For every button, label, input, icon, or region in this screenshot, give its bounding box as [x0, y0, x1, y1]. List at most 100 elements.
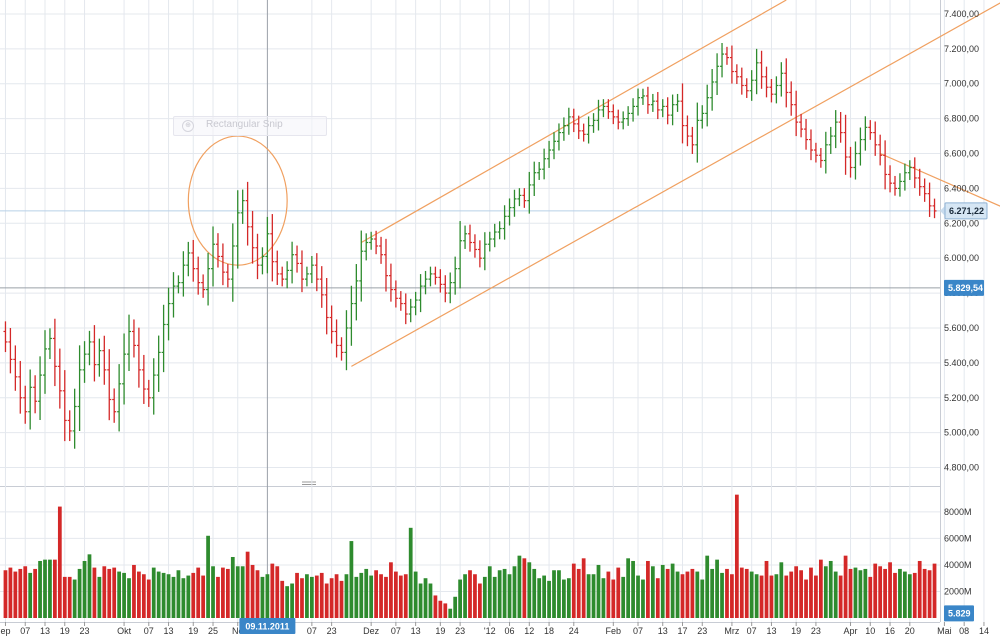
ohlc-bar [398, 291, 403, 311]
ohlc-bar [542, 148, 547, 180]
ohlc-bar [428, 266, 433, 287]
ohlc-bar [403, 293, 408, 325]
volume-bar [28, 572, 33, 618]
volume-bar [206, 535, 210, 618]
volume-bar [591, 574, 596, 618]
volume-bar [848, 568, 853, 618]
x-tick-label: 13 [658, 626, 668, 636]
ohlc-bar [196, 256, 201, 295]
ohlc-bar [453, 256, 458, 295]
volume-bar [932, 563, 937, 618]
volume-bar [517, 555, 522, 618]
volume-bar [675, 571, 680, 618]
ohlc-bar [818, 148, 823, 168]
ohlc-bar [779, 62, 784, 97]
ohlc-bar [611, 104, 616, 125]
ohlc-bar [240, 189, 245, 224]
volume-bar [176, 570, 181, 618]
volume-bar [364, 568, 369, 618]
volume-bar [62, 576, 67, 618]
ohlc-bar [87, 330, 92, 366]
volume-bar [191, 572, 196, 618]
ohlc-bar [749, 70, 754, 101]
ohlc-bar [754, 48, 759, 95]
ohlc-bar [393, 280, 398, 308]
volume-bar [601, 578, 606, 618]
ohlc-bar [774, 76, 779, 104]
x-tick-label: 13 [40, 626, 50, 636]
ohlc-bar [878, 134, 883, 166]
ohlc-bar [82, 341, 87, 383]
ohlc-bar [181, 251, 186, 297]
volume-bar [487, 566, 492, 618]
ohlc-bar [299, 250, 304, 293]
volume-bar [33, 568, 37, 618]
volume-tick-label: 6000M [944, 533, 972, 543]
ohlc-bar [932, 198, 937, 219]
ohlc-bar [848, 146, 853, 178]
ohlc-bar [275, 250, 280, 285]
ohlc-bar [794, 90, 799, 137]
volume-bar [547, 580, 551, 618]
volume-bar [141, 574, 146, 618]
x-tick-label: Dez [363, 626, 380, 636]
ohlc-bar [902, 163, 907, 191]
panel-resize-handle[interactable] [302, 481, 316, 485]
volume-bar [907, 574, 912, 618]
ohlc-bar [729, 45, 734, 84]
ohlc-bar [23, 385, 28, 424]
ohlc-bar [655, 92, 660, 120]
trendline[interactable] [351, 0, 1000, 367]
ohlc-bar [626, 106, 631, 126]
volume-bar [403, 574, 408, 618]
ohlc-bar [710, 68, 715, 111]
ohlc-bar [260, 247, 265, 275]
ohlc-bar [512, 189, 517, 217]
ohlc-bar [507, 198, 512, 226]
ohlc-bar [329, 305, 334, 344]
x-tick-label: 20 [905, 626, 915, 636]
volume-bar [260, 576, 265, 618]
ohlc-bar [720, 43, 725, 78]
ohlc-bar [650, 93, 655, 112]
volume-bar [275, 566, 280, 618]
ohlc-bar [601, 99, 606, 118]
ohlc-bar [769, 79, 774, 103]
ohlc-bar [383, 238, 388, 292]
ohlc-bar [621, 111, 626, 130]
volume-bar [413, 571, 418, 618]
ohlc-bar [868, 120, 873, 140]
volume-bar [522, 558, 527, 618]
ohlc-bar [828, 126, 833, 154]
ohlc-bar [28, 369, 33, 430]
x-tick-label: 19 [188, 626, 198, 636]
volume-bar [927, 570, 932, 618]
x-tick-label: ep [0, 626, 10, 636]
ohlc-bar [556, 123, 561, 151]
ohlc-bar [290, 241, 295, 284]
ohlc-bar [161, 304, 166, 373]
volume-bar [295, 572, 299, 618]
volume-bar [616, 567, 621, 618]
ohlc-bar [892, 175, 897, 196]
volume-bar [670, 563, 675, 618]
volume-bar [893, 572, 897, 618]
volume-bar [576, 568, 581, 618]
volume-bar [329, 578, 334, 618]
volume-bar [117, 571, 122, 618]
volume-bar [552, 570, 556, 618]
price-tick-label: 5.200,00 [944, 393, 979, 403]
volume-bar [458, 579, 462, 618]
volume-bar [828, 560, 833, 618]
price-tick-label: 7.400,00 [944, 9, 979, 19]
volume-bar [685, 571, 690, 618]
volume-bar [43, 559, 47, 618]
volume-bar [384, 576, 388, 618]
ohlc-bar [472, 234, 477, 258]
ohlc-bar [379, 236, 384, 264]
volume-bar [527, 562, 532, 618]
volume-bar [428, 583, 433, 618]
rectangular-snip-overlay[interactable]: ⊕ Rectangular Snip [173, 116, 327, 136]
price-tick-label: 4.800,00 [944, 463, 979, 473]
